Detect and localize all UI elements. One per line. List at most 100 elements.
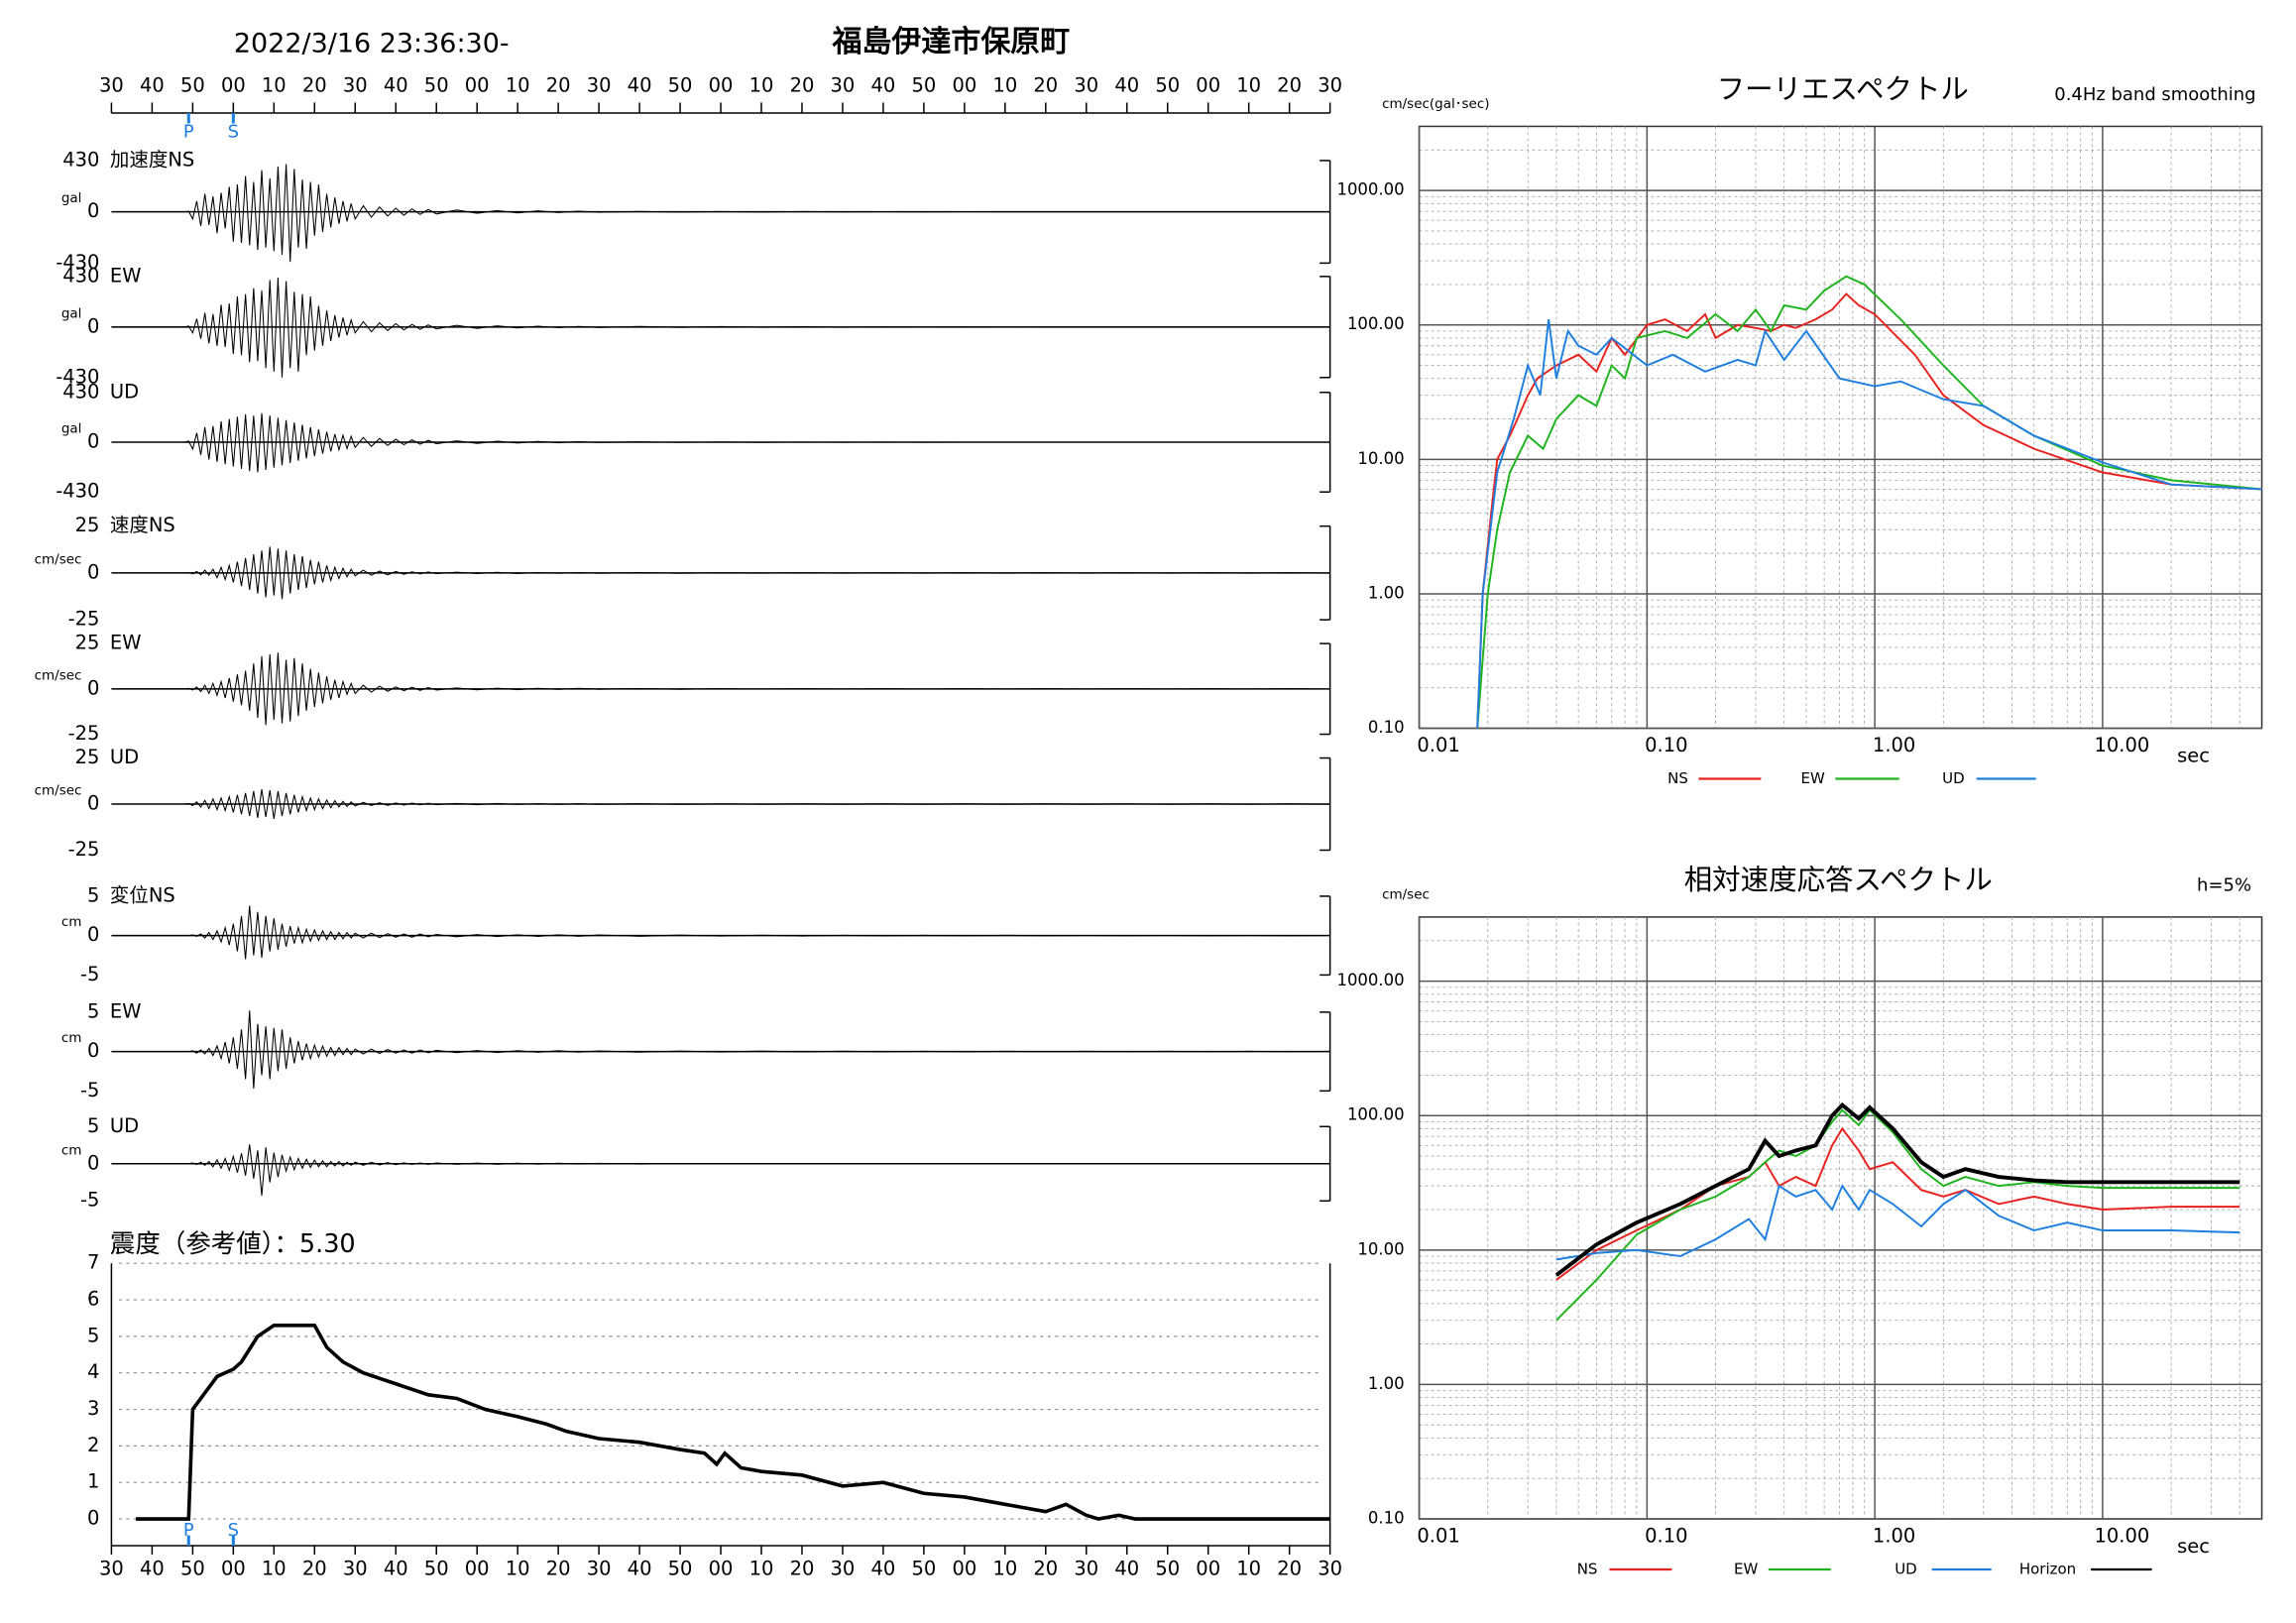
y-tick-label: -5 [80, 1189, 99, 1212]
record-datetime: 2022/3/16 23:36:30- [234, 29, 510, 59]
x-tick-label: 40 [140, 1558, 165, 1580]
y-tick-label: 100.00 [1347, 1105, 1405, 1124]
spectrum-line [1554, 1101, 2240, 1277]
y-tick-label: -25 [68, 722, 100, 745]
y-tick-label: 1000.00 [1336, 180, 1404, 199]
x-tick-label: 40 [1114, 1558, 1139, 1580]
x-tick-label: 20 [790, 73, 815, 96]
x-tick-label: 00 [1196, 1558, 1220, 1580]
y-tick-label: 430 [62, 148, 99, 171]
panel-label: 速度NS [110, 514, 175, 536]
x-tick-label: 40 [628, 73, 652, 96]
x-tick-label: 40 [628, 1558, 652, 1580]
x-tick-label: 0.10 [1645, 1525, 1687, 1548]
x-tick-label: 10 [262, 1558, 287, 1580]
waveform [111, 412, 1330, 473]
x-tick-label: 10 [749, 73, 774, 96]
y-tick-label: 0 [87, 560, 99, 583]
x-axis-label: sec [2177, 1535, 2210, 1558]
y-tick-label: 1000.00 [1336, 971, 1404, 989]
plot-frame [1418, 125, 2263, 730]
legend-label: EW [1801, 769, 1825, 787]
panel-label: UD [110, 746, 139, 768]
unit-label: cm/sec [35, 667, 82, 683]
x-tick-label: 00 [221, 1558, 246, 1580]
x-tick-label: 40 [384, 1558, 408, 1580]
panel-label: 加速度NS [110, 148, 194, 171]
y-tick-label: 5 [87, 1114, 99, 1137]
y-tick-label: 0.10 [1368, 1509, 1405, 1528]
y-tick-label: 430 [62, 380, 99, 403]
x-tick-label: 30 [99, 1558, 124, 1580]
x-tick-label: 20 [1033, 73, 1058, 96]
chart-title: 相対速度応答スペクトル [1684, 864, 1993, 896]
x-tick-label: 50 [180, 73, 205, 96]
x-tick-label: 00 [1196, 73, 1220, 96]
waveform [111, 652, 1330, 726]
y-tick-label: 25 [75, 746, 100, 768]
x-tick-label: 10 [506, 73, 530, 96]
y-tick-label: -5 [80, 1079, 99, 1101]
y-tick-label: -25 [68, 608, 100, 631]
x-tick-label: 50 [668, 73, 693, 96]
x-tick-label: 30 [1318, 73, 1342, 96]
y-tick-label: 25 [75, 632, 100, 654]
x-tick-label: 30 [587, 73, 612, 96]
spectrum-line [1555, 1108, 2240, 1322]
panel-label: UD [110, 1114, 139, 1137]
x-tick-label: 20 [1277, 73, 1302, 96]
panel-label: EW [110, 999, 142, 1022]
x-tick-label: 20 [546, 1558, 571, 1580]
x-tick-label: 00 [709, 1558, 734, 1580]
x-tick-label: 50 [1155, 1558, 1180, 1580]
unit-label: gal [61, 305, 82, 321]
waveform [111, 1010, 1330, 1089]
y-tick-label: -430 [56, 251, 99, 274]
panel-label: UD [110, 380, 139, 403]
x-tick-label: 30 [587, 1558, 612, 1580]
x-tick-label: 20 [302, 1558, 327, 1580]
y-tick-label: 1.00 [1368, 1374, 1405, 1393]
y-tick-label: 4 [87, 1360, 99, 1383]
x-tick-label: 20 [790, 1558, 815, 1580]
x-tick-label: 00 [465, 1558, 490, 1580]
x-tick-label: 00 [465, 73, 490, 96]
y-tick-label: -5 [80, 963, 99, 985]
chart-title: 震度（参考値）：5.30 [110, 1229, 356, 1259]
unit-label: cm/sec [35, 783, 82, 799]
y-tick-label: 100.00 [1347, 314, 1405, 333]
x-tick-label: 1.00 [1873, 1525, 1915, 1548]
y-tick-label: 7 [87, 1251, 99, 1274]
x-tick-label: 50 [1155, 73, 1180, 96]
spectrum-line [1555, 1126, 2240, 1281]
y-tick-label: 0.10 [1368, 718, 1405, 737]
phase-label: P [183, 121, 194, 142]
x-tick-label: 30 [1074, 1558, 1098, 1580]
y-tick-label: 5 [87, 883, 99, 906]
legend-label: UD [1894, 1561, 1917, 1578]
x-tick-label: 10 [1236, 73, 1261, 96]
unit-label: cm [61, 914, 82, 930]
legend-label: EW [1734, 1561, 1758, 1578]
x-tick-label: 00 [952, 1558, 976, 1580]
unit-label: gal [61, 190, 82, 206]
y-tick-label: 0 [87, 199, 99, 222]
plot-frame [1418, 916, 2263, 1520]
x-tick-label: 50 [912, 73, 937, 96]
y-tick-label: -430 [56, 365, 99, 388]
waveform [111, 905, 1330, 960]
unit-label: gal [61, 421, 82, 437]
spectrum-line [1476, 275, 2262, 729]
y-tick-label: -25 [68, 838, 100, 861]
legend-label: NS [1667, 769, 1688, 787]
x-tick-label: 40 [384, 73, 408, 96]
x-tick-label: 50 [424, 1558, 449, 1580]
waveform [111, 278, 1330, 378]
x-tick-label: 00 [221, 73, 246, 96]
x-tick-label: 30 [343, 1558, 368, 1580]
y-tick-label: 0 [87, 792, 99, 815]
y-tick-label: 10.00 [1357, 449, 1404, 468]
legend-label: Horizon [2019, 1561, 2076, 1578]
x-tick-label: 10 [749, 1558, 774, 1580]
